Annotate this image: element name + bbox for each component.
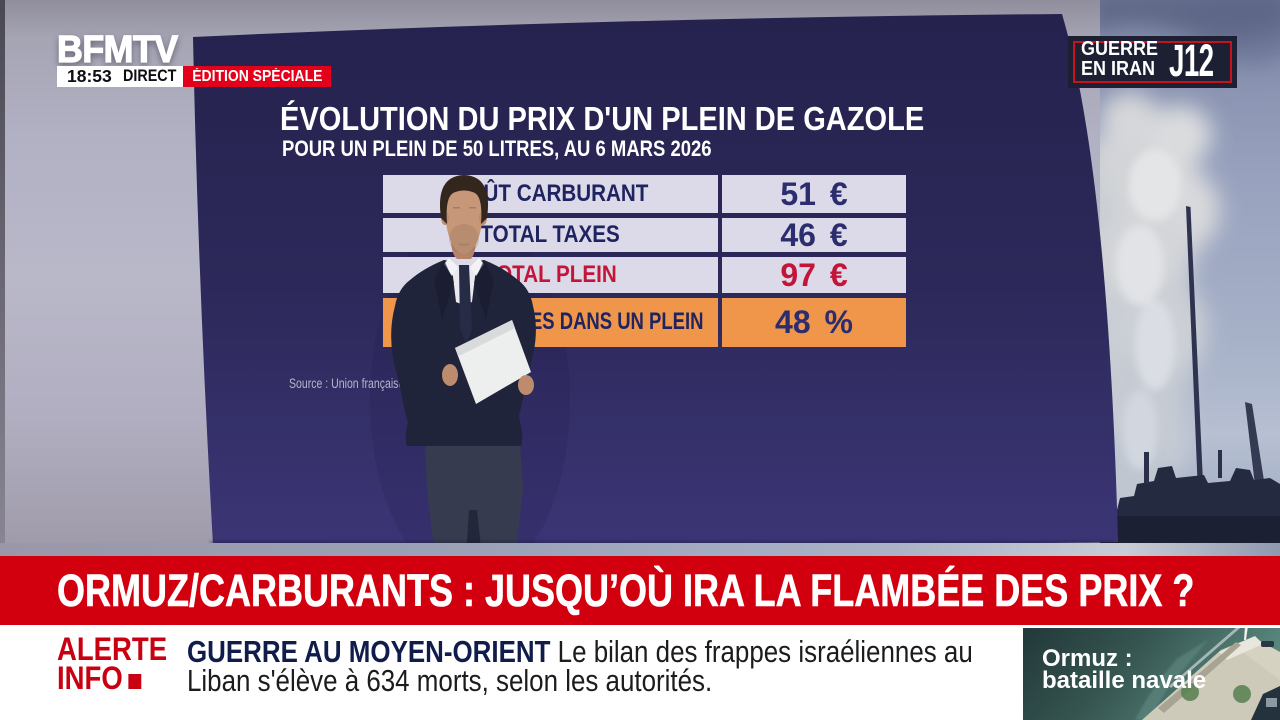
svg-text:Ormuz :: Ormuz : (1042, 645, 1133, 672)
svg-text:bataille navale: bataille navale (1042, 667, 1206, 694)
